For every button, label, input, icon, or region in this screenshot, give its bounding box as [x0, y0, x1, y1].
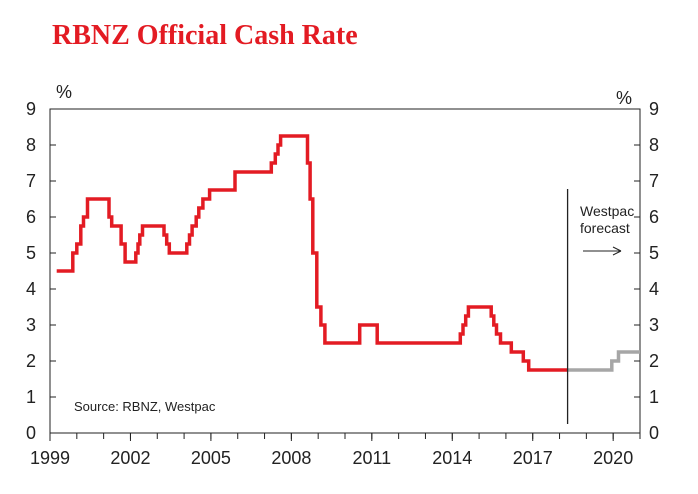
left-tick-label: 6: [26, 207, 36, 227]
source-note: Source: RBNZ, Westpac: [74, 399, 216, 414]
left-tick-label: 7: [26, 171, 36, 191]
left-tick-label: 8: [26, 135, 36, 155]
chart-title: RBNZ Official Cash Rate: [52, 20, 358, 51]
left-tick-label: 0: [26, 423, 36, 443]
forecast-annotation: Westpac forecast: [566, 189, 634, 424]
series-line-ocr-actual: [56, 134, 568, 372]
x-tick-label: 2011: [352, 448, 391, 468]
left-tick-label: 9: [26, 99, 36, 119]
right-tick-label: 0: [649, 423, 659, 443]
x-tick-label: 2002: [110, 448, 150, 468]
left-tick-label: 4: [26, 279, 36, 299]
forecast-label-line2: forecast: [580, 220, 630, 236]
series-line-westpac-forecast: [567, 350, 640, 372]
right-tick-label: 3: [649, 315, 659, 335]
x-tick-label: 2008: [271, 448, 311, 468]
x-tick-label: 2020: [593, 448, 633, 468]
right-tick-label: 4: [649, 279, 659, 299]
x-tick-label: 1999: [30, 448, 70, 468]
x-tick-label: 2017: [513, 448, 553, 468]
right-tick-label: 6: [649, 207, 659, 227]
left-tick-label: 1: [26, 387, 36, 407]
right-y-axis: 0 1 2 3 4 5 6 7 8 9: [634, 99, 659, 443]
forecast-arrow-head: [612, 246, 622, 256]
right-tick-label: 5: [649, 243, 659, 263]
x-tick-label: 2005: [191, 448, 231, 468]
right-tick-label: 1: [649, 387, 659, 407]
forecast-label-line1: Westpac: [580, 203, 634, 219]
left-tick-label: 5: [26, 243, 36, 263]
right-tick-label: 8: [649, 135, 659, 155]
series-layer: [56, 134, 640, 372]
left-tick-label: 3: [26, 315, 36, 335]
right-tick-label: 7: [649, 171, 659, 191]
right-tick-label: 9: [649, 99, 659, 119]
plot-frame: [49, 108, 641, 434]
x-axis: 1999 2002 2005 2008 2011 2014 2017 2020: [30, 433, 641, 468]
x-tick-label: 2014: [432, 448, 472, 468]
left-unit-label: %: [56, 82, 72, 102]
right-unit-label: %: [616, 88, 632, 108]
left-y-axis: 0 1 2 3 4 5 6 7 8 9: [26, 99, 56, 443]
plot-border: [49, 108, 641, 434]
right-tick-label: 2: [649, 351, 659, 371]
left-tick-label: 2: [26, 351, 36, 371]
